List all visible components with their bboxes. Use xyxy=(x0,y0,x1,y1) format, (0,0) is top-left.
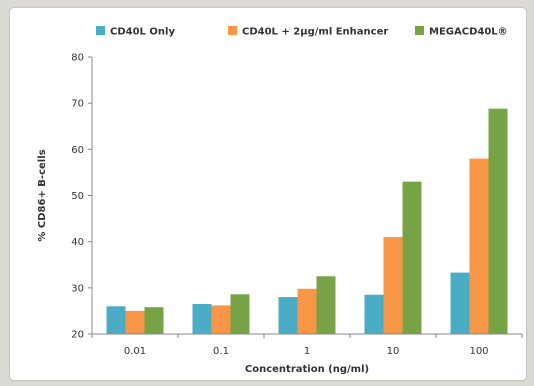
bar-2-100 xyxy=(469,158,489,334)
bars xyxy=(106,108,508,334)
bar-1-10 xyxy=(364,294,384,334)
y-tick-label: 20 xyxy=(71,330,84,341)
bar-1-0.1 xyxy=(192,303,212,334)
bar-3-0.1 xyxy=(230,294,250,334)
y-tick-label: 40 xyxy=(71,237,84,248)
bar-2-0.1 xyxy=(211,305,231,334)
x-axis-title: Concentration (ng/ml) xyxy=(245,364,369,375)
y-axis-ticks: 20 30 40 50 60 70 80 xyxy=(71,53,92,341)
x-tick-label: 100 xyxy=(469,346,488,357)
bar-3-1 xyxy=(316,276,336,334)
y-tick-label: 50 xyxy=(71,191,84,202)
legend: CD40L Only CD40L + 2µg/ml Enhancer MEGACD4… xyxy=(96,26,508,38)
legend-swatch-3 xyxy=(415,26,424,35)
bar-3-100 xyxy=(488,108,508,334)
bar-3-10 xyxy=(402,181,422,334)
bar-1-1 xyxy=(278,297,298,334)
x-tick-label: 1 xyxy=(304,346,310,357)
legend-swatch-2 xyxy=(228,26,237,35)
bar-2-10 xyxy=(383,237,403,334)
legend-swatch-1 xyxy=(96,26,105,35)
bar-1-0.01 xyxy=(106,306,126,334)
y-tick-label: 70 xyxy=(71,99,84,110)
chart-frame xyxy=(10,8,526,380)
x-tick-label: 0.1 xyxy=(213,346,229,357)
y-axis-title: % CD86+ B-cells xyxy=(37,149,48,241)
legend-label-3: MEGACD40L® xyxy=(429,27,508,38)
x-axis-ticks: 0.01 0.1 1 10 100 xyxy=(91,334,523,357)
legend-label-1: CD40L Only xyxy=(110,27,175,38)
bar-1-100 xyxy=(450,272,470,334)
y-tick-label: 30 xyxy=(71,283,84,294)
bar-2-1 xyxy=(297,288,317,334)
bar-3-0.01 xyxy=(144,307,164,334)
x-tick-label: 10 xyxy=(387,346,400,357)
y-tick-label: 80 xyxy=(71,53,84,64)
y-tick-label: 60 xyxy=(71,145,84,156)
legend-label-2: CD40L + 2µg/ml Enhancer xyxy=(242,27,388,38)
bar-2-0.01 xyxy=(125,310,145,334)
x-tick-label: 0.01 xyxy=(124,346,146,357)
